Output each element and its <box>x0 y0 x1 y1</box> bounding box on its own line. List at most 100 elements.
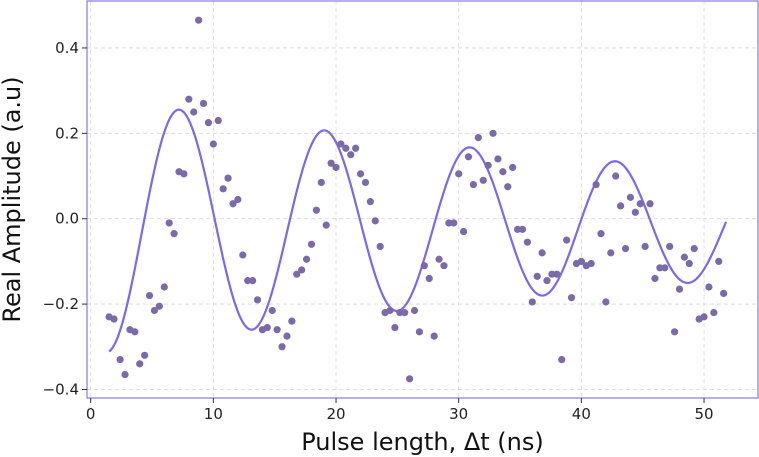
data-point <box>204 119 213 127</box>
data-point <box>602 298 610 306</box>
data-point <box>131 328 139 336</box>
x-axis-label: Pulse length, Δt (ns) <box>301 428 543 456</box>
data-point <box>337 140 345 148</box>
data-point <box>661 264 669 272</box>
data-point <box>651 274 659 283</box>
data-point <box>219 185 227 193</box>
data-point <box>224 174 232 182</box>
data-point <box>631 208 639 216</box>
data-point <box>469 180 478 189</box>
data-point <box>720 289 728 298</box>
data-point <box>150 306 159 315</box>
data-point <box>249 277 257 285</box>
data-point <box>141 351 149 359</box>
data-point <box>617 202 625 210</box>
data-point <box>567 294 576 302</box>
data-point <box>690 244 698 253</box>
y-tick-label: 0.4 <box>55 39 79 57</box>
data-point <box>641 242 649 251</box>
data-point <box>710 309 718 317</box>
data-point <box>253 296 262 304</box>
data-point <box>110 315 118 323</box>
data-point <box>523 238 531 246</box>
data-point <box>680 253 689 261</box>
data-point <box>577 257 585 265</box>
data-point <box>543 277 551 285</box>
data-point <box>509 163 517 172</box>
y-tick-label: −0.4 <box>43 380 79 398</box>
data-point <box>528 298 536 306</box>
data-point <box>263 323 271 332</box>
data-point <box>361 178 370 187</box>
fit-curve-layer <box>108 108 728 353</box>
grid <box>87 1 758 398</box>
data-point <box>195 16 203 24</box>
data-point <box>592 180 600 189</box>
data-point <box>459 227 468 236</box>
data-point <box>700 313 708 321</box>
y-tick-label: −0.2 <box>43 295 79 313</box>
data-point <box>288 317 296 325</box>
data-point <box>430 332 438 340</box>
x-tick-label: 40 <box>572 405 591 423</box>
data-point <box>391 323 399 332</box>
data-point <box>347 151 355 159</box>
data-point <box>455 170 463 178</box>
data-point <box>420 262 428 270</box>
data-point <box>450 219 458 227</box>
data-point <box>376 242 384 251</box>
y-axis-label: Real Amplitude (a.u) <box>0 76 26 322</box>
data-point <box>322 221 330 229</box>
x-tick-label: 20 <box>326 405 345 423</box>
data-point <box>705 283 713 291</box>
data-point <box>621 244 630 253</box>
data-point <box>474 134 482 142</box>
data-point <box>553 270 561 278</box>
axis-ticks: 0 10 20 30 40 50 0.4 0.2 0.0 −0.2 −0.4 <box>43 39 714 423</box>
data-point <box>342 144 350 152</box>
data-point <box>312 206 320 214</box>
data-point <box>121 370 129 379</box>
data-point <box>666 242 674 251</box>
data-point <box>499 168 507 176</box>
data-point <box>145 291 154 300</box>
data-point <box>518 225 527 233</box>
data-point <box>302 255 311 263</box>
data-point <box>352 144 360 152</box>
data-point <box>268 306 276 315</box>
data-point <box>116 355 124 364</box>
data-point <box>494 155 502 163</box>
data-point <box>234 195 242 204</box>
data-point <box>401 309 409 317</box>
data-point <box>327 159 335 167</box>
data-points-layer <box>105 16 728 383</box>
data-point <box>293 270 301 278</box>
y-tick-label: 0.2 <box>55 124 79 142</box>
data-point <box>597 230 605 238</box>
data-point <box>587 259 595 268</box>
data-point <box>199 99 208 108</box>
data-point <box>160 283 168 291</box>
data-point <box>214 116 222 125</box>
data-point <box>366 198 374 206</box>
plot-frame <box>86 0 759 399</box>
data-point <box>533 272 541 280</box>
data-point <box>209 140 217 148</box>
data-point <box>273 326 281 334</box>
data-point <box>185 95 193 103</box>
x-tick-label: 0 <box>86 405 96 423</box>
data-point <box>670 328 679 336</box>
data-point <box>155 302 163 310</box>
data-point <box>180 170 188 178</box>
data-point <box>406 375 414 383</box>
data-point <box>298 266 306 274</box>
data-point <box>636 200 644 208</box>
data-point <box>607 249 615 257</box>
data-point <box>715 257 723 265</box>
data-point <box>489 129 497 137</box>
fit-curve <box>108 108 728 353</box>
data-point <box>165 219 173 227</box>
data-point <box>278 343 286 351</box>
data-point <box>484 161 492 169</box>
data-point <box>356 170 365 178</box>
